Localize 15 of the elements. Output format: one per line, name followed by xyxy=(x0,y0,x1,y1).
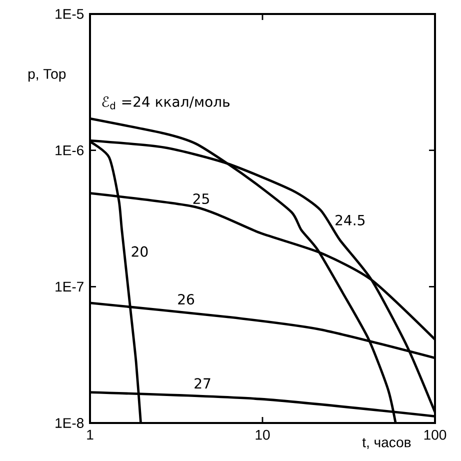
series-label: 24.5 xyxy=(336,214,364,226)
series-label: 20 xyxy=(132,246,148,257)
y-axis-title: p, Тор xyxy=(28,69,66,82)
x-tick-label: 1 xyxy=(87,430,94,440)
y-tick-label: 1E-7 xyxy=(56,282,84,292)
x-axis-title: t, часов xyxy=(362,438,411,449)
y-tick-label: 1E-8 xyxy=(56,418,84,428)
series-label: 27 xyxy=(194,378,210,389)
series-label: 25 xyxy=(193,193,209,204)
y-tick-label: 1E-5 xyxy=(56,9,84,19)
series-label: ℰ$_{d}$ =24 ккал/моль xyxy=(102,96,230,110)
series-label: 26 xyxy=(178,294,194,305)
x-tick-label: 100 xyxy=(424,430,446,440)
y-tick-label: 1E-6 xyxy=(56,145,84,156)
x-tick-label: 10 xyxy=(256,430,270,440)
